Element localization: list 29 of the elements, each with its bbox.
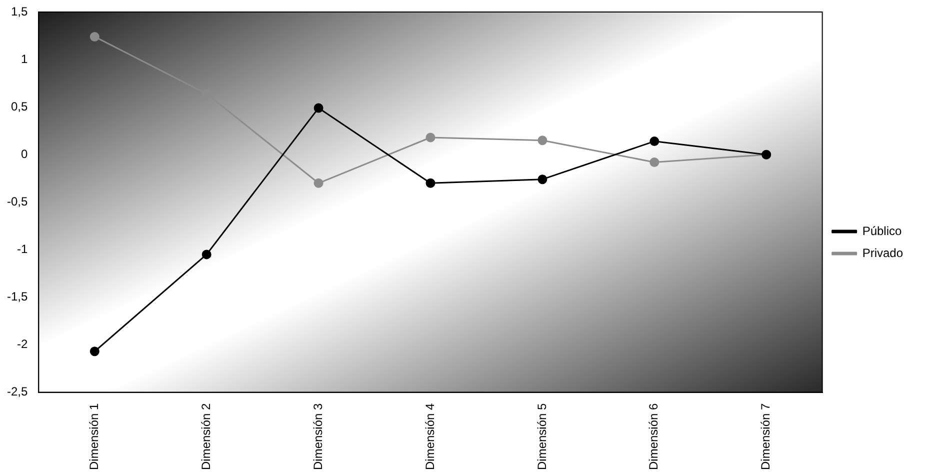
x-tick-label: Dimensión 6 [646, 402, 661, 470]
y-tick-label: 0,5 [10, 99, 28, 114]
y-tick-label: 1 [20, 52, 28, 66]
y-tick-label: -2,5 [6, 384, 28, 399]
y-tick-label: 0 [20, 146, 28, 161]
x-tick-label: Dimensión 3 [310, 402, 325, 470]
y-tick-label: -1 [17, 242, 28, 256]
x-tick-label: Dimensión 5 [534, 402, 549, 470]
point [426, 178, 436, 188]
point [90, 32, 100, 42]
x-tick-label: Dimensión 1 [86, 402, 101, 470]
y-tick-label: -2 [17, 337, 28, 352]
x-tick-label: Dimensión 7 [758, 402, 773, 470]
x-tick-label: Dimensión 4 [422, 402, 437, 470]
legend-label: Público [862, 224, 902, 238]
y-tick-label: 1,5 [10, 4, 28, 18]
point [314, 178, 324, 188]
point [538, 136, 548, 146]
x-tick-label: Dimensión 2 [198, 402, 213, 470]
point [650, 136, 660, 146]
y-tick-label: -0,5 [6, 194, 28, 208]
point [90, 346, 100, 356]
point [650, 157, 660, 167]
point [538, 174, 548, 184]
y-tick-label: -1,5 [6, 290, 28, 304]
point [426, 132, 436, 142]
point [202, 250, 212, 260]
point [314, 103, 324, 113]
legend-label: Privado [862, 246, 904, 260]
